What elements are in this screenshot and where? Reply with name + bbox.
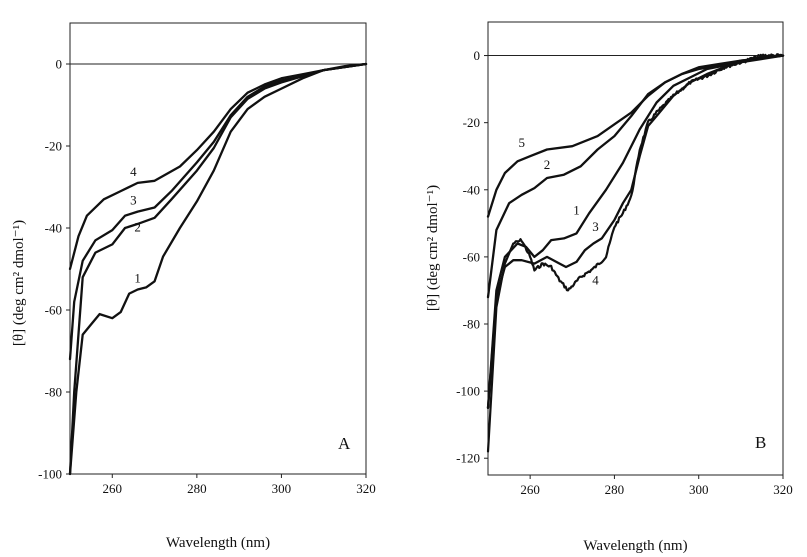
y-axis-title: [θ] (deg cm² dmol⁻¹) xyxy=(425,185,441,311)
y-tick-label: -100 xyxy=(456,384,480,399)
y-tick-label: 0 xyxy=(56,57,63,72)
y-tick-label: 0 xyxy=(474,48,481,63)
x-tick-label: 300 xyxy=(689,482,709,497)
y-tick-label: -60 xyxy=(463,249,480,264)
y-tick-label: -80 xyxy=(45,385,62,400)
series-line-2 xyxy=(68,62,368,476)
plot-frame xyxy=(487,21,784,476)
x-axis-title: Wavelength (nm) xyxy=(166,535,270,551)
x-tick-label: 280 xyxy=(605,482,625,497)
series-line-3 xyxy=(68,62,368,361)
series-label-4: 4 xyxy=(592,273,599,288)
x-tick-label: 260 xyxy=(520,482,540,497)
y-tick-label: -40 xyxy=(463,182,480,197)
y-tick-label: -20 xyxy=(45,139,62,154)
y-tick-label: -40 xyxy=(45,221,62,236)
panel-b: 0 -20 -40 -60 -80 -100 -120 260 280 300 320 Wavelen… xyxy=(425,21,793,554)
x-tick-label: 320 xyxy=(773,482,793,497)
series-label-3: 3 xyxy=(592,219,599,234)
y-tick-label: -20 xyxy=(463,115,480,130)
series-label-1: 1 xyxy=(573,202,580,217)
series-line-2 xyxy=(486,54,785,299)
panel-letter: B xyxy=(755,433,766,452)
series-label-2: 2 xyxy=(134,219,141,234)
y-tick-label: -80 xyxy=(463,317,480,332)
x-tick-label: 320 xyxy=(356,481,376,496)
x-tick-label: 280 xyxy=(187,481,207,496)
y-tick-label: -60 xyxy=(45,303,62,318)
series-label-5: 5 xyxy=(518,135,525,150)
series-line-1 xyxy=(486,54,785,410)
y-tick-label: -100 xyxy=(38,467,62,482)
panel-a: 0 -20 -40 -60 -80 -100 260 280 300 320 Wavelength … xyxy=(11,22,376,551)
y-axis-title: [θ] (deg cm² dmol⁻¹) xyxy=(11,220,27,346)
series-line-5 xyxy=(486,54,785,218)
series-label-2: 2 xyxy=(544,157,551,172)
series-label-1: 1 xyxy=(134,271,141,286)
x-tick-label: 300 xyxy=(272,481,292,496)
plot-frame xyxy=(69,22,367,475)
series-label-3: 3 xyxy=(130,193,137,208)
x-axis-title: Wavelength (nm) xyxy=(583,538,687,554)
series-label-4: 4 xyxy=(130,164,137,179)
series-line-1 xyxy=(68,62,368,476)
y-tick-label: -120 xyxy=(456,451,480,466)
panel-letter: A xyxy=(338,434,351,453)
x-tick-label: 260 xyxy=(103,481,123,496)
series-line-4 xyxy=(68,62,368,271)
series-line-4 xyxy=(486,53,785,453)
